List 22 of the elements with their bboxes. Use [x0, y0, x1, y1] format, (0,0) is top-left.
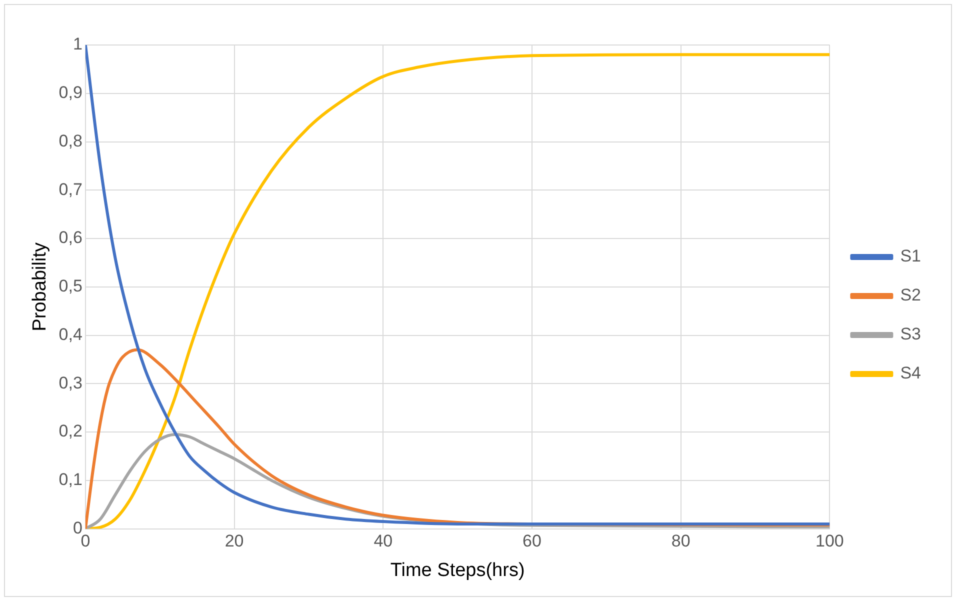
- legend-label: S3: [900, 324, 922, 344]
- y-tick-label: 0,3: [58, 373, 82, 392]
- y-tick-label: 0,4: [58, 324, 82, 344]
- x-tick-label: 100: [816, 532, 844, 551]
- x-axis-title: Time Steps(hrs): [390, 560, 525, 581]
- x-tick-label: 80: [671, 532, 690, 551]
- y-tick-label: 0,9: [58, 83, 82, 102]
- legend-label: S4: [900, 364, 922, 383]
- y-tick-label: 0,5: [58, 276, 82, 296]
- y-tick-label: 0,1: [58, 470, 82, 490]
- x-tick-label: 40: [374, 532, 393, 551]
- y-axis-title: Probability: [30, 242, 51, 332]
- y-tick-label: 0,7: [58, 180, 82, 199]
- y-tick-label: 1: [72, 34, 82, 54]
- x-tick-label: 60: [522, 532, 542, 551]
- y-tick-label: 0: [72, 518, 82, 538]
- x-tick-label: 20: [224, 532, 244, 551]
- legend-label: S2: [900, 286, 922, 305]
- y-tick-label: 0,8: [58, 131, 82, 150]
- y-tick-label: 0,2: [58, 422, 82, 441]
- y-tick-label: 0,6: [58, 228, 82, 248]
- legend-label: S1: [900, 246, 922, 266]
